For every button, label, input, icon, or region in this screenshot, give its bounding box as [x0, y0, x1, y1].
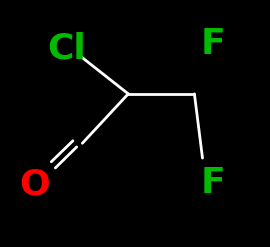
Text: Cl: Cl [47, 31, 86, 65]
Text: O: O [20, 167, 50, 201]
Text: F: F [201, 166, 226, 200]
Text: F: F [201, 27, 226, 62]
